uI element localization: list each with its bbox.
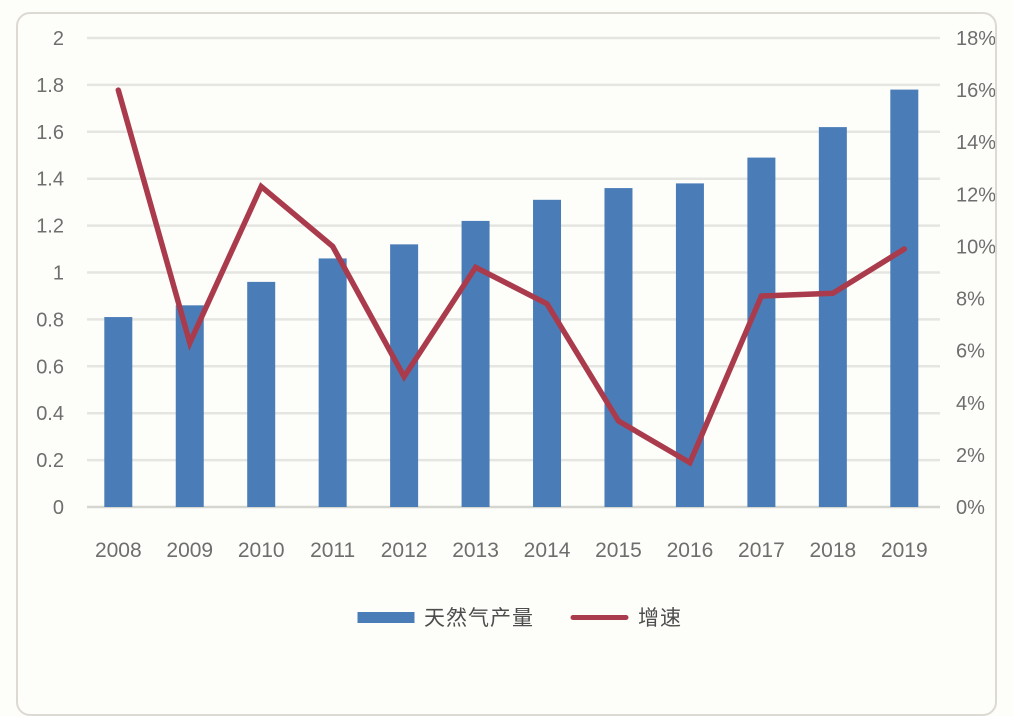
right-axis-tick-label: 14% [956,132,996,154]
growth-rate-line [115,87,908,467]
legend-item-production[interactable]: 天然气产量 [357,602,534,632]
right-axis-tick-label: 4% [956,393,985,415]
bar-2016 [675,183,704,507]
bar-2013 [461,220,490,507]
bar-2011 [318,258,347,507]
legend-label-growth: 增速 [638,607,682,630]
bar-2017 [747,157,776,507]
x-axis-label-2015: 2015 [595,539,642,562]
right-axis-tick-label: 0% [956,497,985,519]
x-axis-label-2014: 2014 [524,539,571,562]
right-axis-tick-label: 10% [956,236,996,258]
bar-2019 [890,89,919,507]
right-axis-tick-label: 12% [956,184,996,206]
x-axis-label-2017: 2017 [738,539,785,562]
legend-item-growth[interactable]: 增速 [570,602,682,632]
left-axis-tick-label: 0.6 [36,356,64,378]
left-axis-tick-label: 0.8 [36,309,64,331]
left-axis-tick-label: 1.8 [36,75,64,97]
legend-line-swatch [570,614,628,620]
left-axis-tick-label: 1.4 [36,169,64,191]
left-axis-tick-label: 0.2 [36,450,64,472]
x-axis-label-2010: 2010 [238,539,285,562]
right-axis-tick-label: 6% [956,341,985,363]
x-axis-label-2008: 2008 [95,539,142,562]
legend-label-production: 天然气产量 [424,607,534,630]
bar-2018 [818,127,847,508]
x-axis-label-2009: 2009 [166,539,213,562]
x-axis-label-2012: 2012 [381,539,428,562]
bar-2010 [247,281,276,507]
bar-2015 [604,188,633,507]
left-axis-tick-label: 0.4 [36,403,64,425]
x-axis-label-2018: 2018 [809,539,856,562]
x-axis-label-2016: 2016 [667,539,714,562]
legend: 天然气产量 增速 [357,602,682,632]
chart-area: 0 0.2 0.4 0.6 0.8 1 1.2 1.4 1.6 1.8 2 0% 2% 4% 6% 8% 10%… [16,12,997,716]
x-axis-label-2019: 2019 [881,539,928,562]
left-axis-tick-label: 1.6 [36,122,64,144]
right-axis-tick-label: 16% [956,80,996,102]
legend-bar-swatch [357,611,414,623]
right-axis-tick-label: 18% [956,28,996,50]
bar-2014 [533,199,562,507]
bar-2008 [104,317,133,507]
right-axis-tick-label: 8% [956,289,985,311]
x-axis-label-2011: 2011 [310,539,355,562]
right-axis-tick-label: 2% [956,445,985,467]
left-axis-tick-label: 1.2 [36,216,64,238]
combo-chart-canvas: 0 0.2 0.4 0.6 0.8 1 1.2 1.4 1.6 1.8 2 0% 2% 4% 6% 8% 10%… [36,28,996,562]
left-axis-tick-label: 1 [53,263,64,285]
left-axis-tick-label: 2 [53,28,64,50]
left-axis-tick-label: 0 [53,497,64,519]
x-axis-label-2013: 2013 [452,539,499,562]
